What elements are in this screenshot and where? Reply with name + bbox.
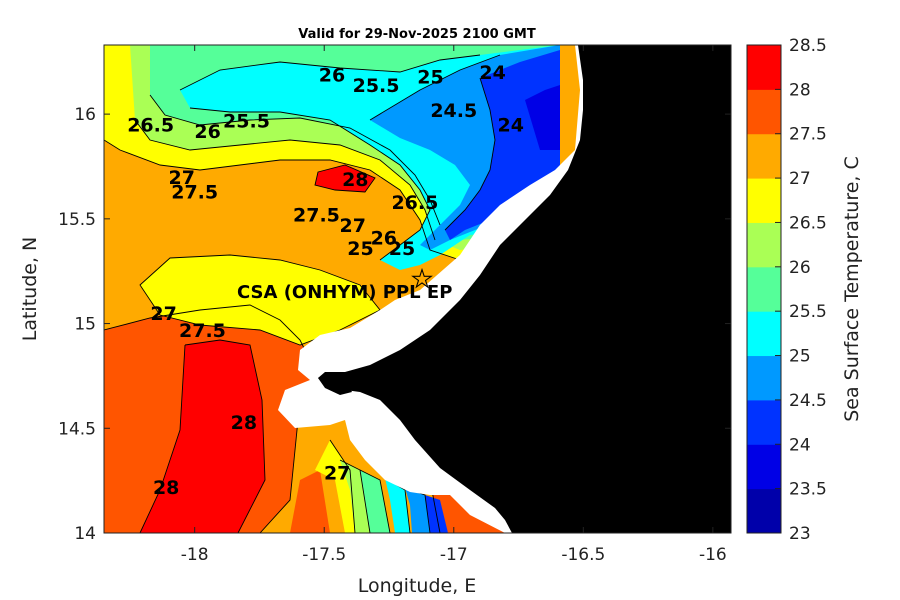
colorbar-swatch: [747, 355, 781, 401]
sst-band-25-5-south: [360, 470, 390, 533]
x-tick-label: -17: [440, 545, 468, 565]
colorbar-swatch: [747, 399, 781, 445]
colorbar-tick-label: 27.5: [789, 125, 827, 145]
colorbar-tick-label: 27: [789, 169, 811, 189]
colorbar-tick-label: 28.5: [789, 36, 827, 56]
x-tick-label: -17.5: [302, 545, 346, 565]
colorbar-tick-label: 25: [789, 347, 811, 367]
contour-label: 26.5: [391, 192, 438, 214]
contour-label: 28: [342, 169, 368, 191]
colorbar: 23 23.5 24 24.5 25 25.5 26 26.5 27 27.5 28 28.5: [747, 36, 827, 544]
y-axis-label: Latitude, N: [19, 237, 41, 342]
colorbar-swatch: [747, 444, 781, 490]
contour-label: 26: [371, 228, 397, 250]
island-shape: [318, 372, 352, 395]
colorbar-tick-label: 24.5: [789, 391, 827, 411]
colorbar-frame: [746, 44, 782, 534]
y-tick-label: 15: [74, 315, 96, 335]
contour-label: 26.5: [127, 115, 174, 137]
sst-band-23-5: [525, 85, 560, 150]
contour-label: 27.5: [179, 320, 226, 342]
colorbar-tick-label: 25.5: [789, 302, 827, 322]
colorbar-tick-label: 23: [789, 524, 811, 544]
colorbar-swatch: [747, 133, 781, 179]
colorbar-swatch: [747, 45, 781, 90]
sst-band-26-south: [340, 460, 370, 533]
contour-label: 27.5: [293, 205, 340, 227]
axis-ticks: -18 -17.5 -17 -16.5 -16 14 14.5 15 15.5 16: [58, 45, 731, 565]
contour-label: 24: [498, 115, 524, 137]
y-tick-label: 16: [74, 105, 96, 125]
site-label: CSA (ONHYM) PPL EP: [237, 282, 452, 303]
colorbar-swatch: [747, 89, 781, 135]
colorbar-swatch: [747, 222, 781, 268]
colorbar-label: Sea Surface Temperature, C: [841, 156, 863, 422]
contour-label: 25: [389, 238, 415, 260]
x-axis-label: Longitude, E: [358, 575, 477, 597]
x-tick-label: -16.5: [561, 545, 605, 565]
figure-title: Valid for 29-Nov-2025 2100 GMT: [298, 27, 536, 42]
contour-label: 27: [340, 215, 366, 237]
star-icon: ★: [411, 266, 433, 293]
colorbar-swatch: [747, 266, 781, 312]
colorbar-tick-label: 26.5: [789, 213, 827, 233]
y-tick-label: 14: [74, 524, 96, 544]
contour-label: 25: [347, 238, 373, 260]
contour-label: 27.5: [171, 182, 218, 204]
contour-label: 25: [417, 66, 443, 88]
colorbar-swatch: [747, 488, 781, 534]
y-tick-label: 14.5: [58, 419, 96, 439]
sst-band-25-south: [385, 478, 410, 533]
sst-band-24-5-south: [405, 488, 430, 533]
colorbar-tick-label: 28: [789, 80, 811, 100]
contour-label: 24.5: [430, 100, 477, 122]
x-tick-label: -18: [181, 545, 209, 565]
land-mask: [318, 45, 731, 533]
y-tick-label: 15.5: [58, 210, 96, 230]
sst-band-28-south: [140, 340, 265, 533]
x-tick-label: -16: [699, 545, 727, 565]
contour-label: 26: [194, 121, 220, 143]
colorbar-swatch: [747, 311, 781, 357]
colorbar-tick-label: 23.5: [789, 480, 827, 500]
contour-label: 27: [169, 167, 195, 189]
colorbar-tick-label: 26: [789, 258, 811, 278]
contour-label: 27: [324, 462, 350, 484]
colorbar-tick-label: 24: [789, 435, 811, 455]
contour-label: 26: [319, 64, 345, 86]
contour-label: 24: [479, 62, 505, 84]
sst-band-26-5-central: [140, 255, 380, 345]
axes-frame: [103, 44, 732, 534]
contour-label: 25.5: [223, 110, 270, 132]
contour-label: 28: [231, 412, 257, 434]
contour-label: 28: [153, 477, 179, 499]
contour-label: 25.5: [353, 75, 400, 97]
contour-label: 27: [150, 303, 176, 325]
colorbar-swatch: [747, 178, 781, 223]
